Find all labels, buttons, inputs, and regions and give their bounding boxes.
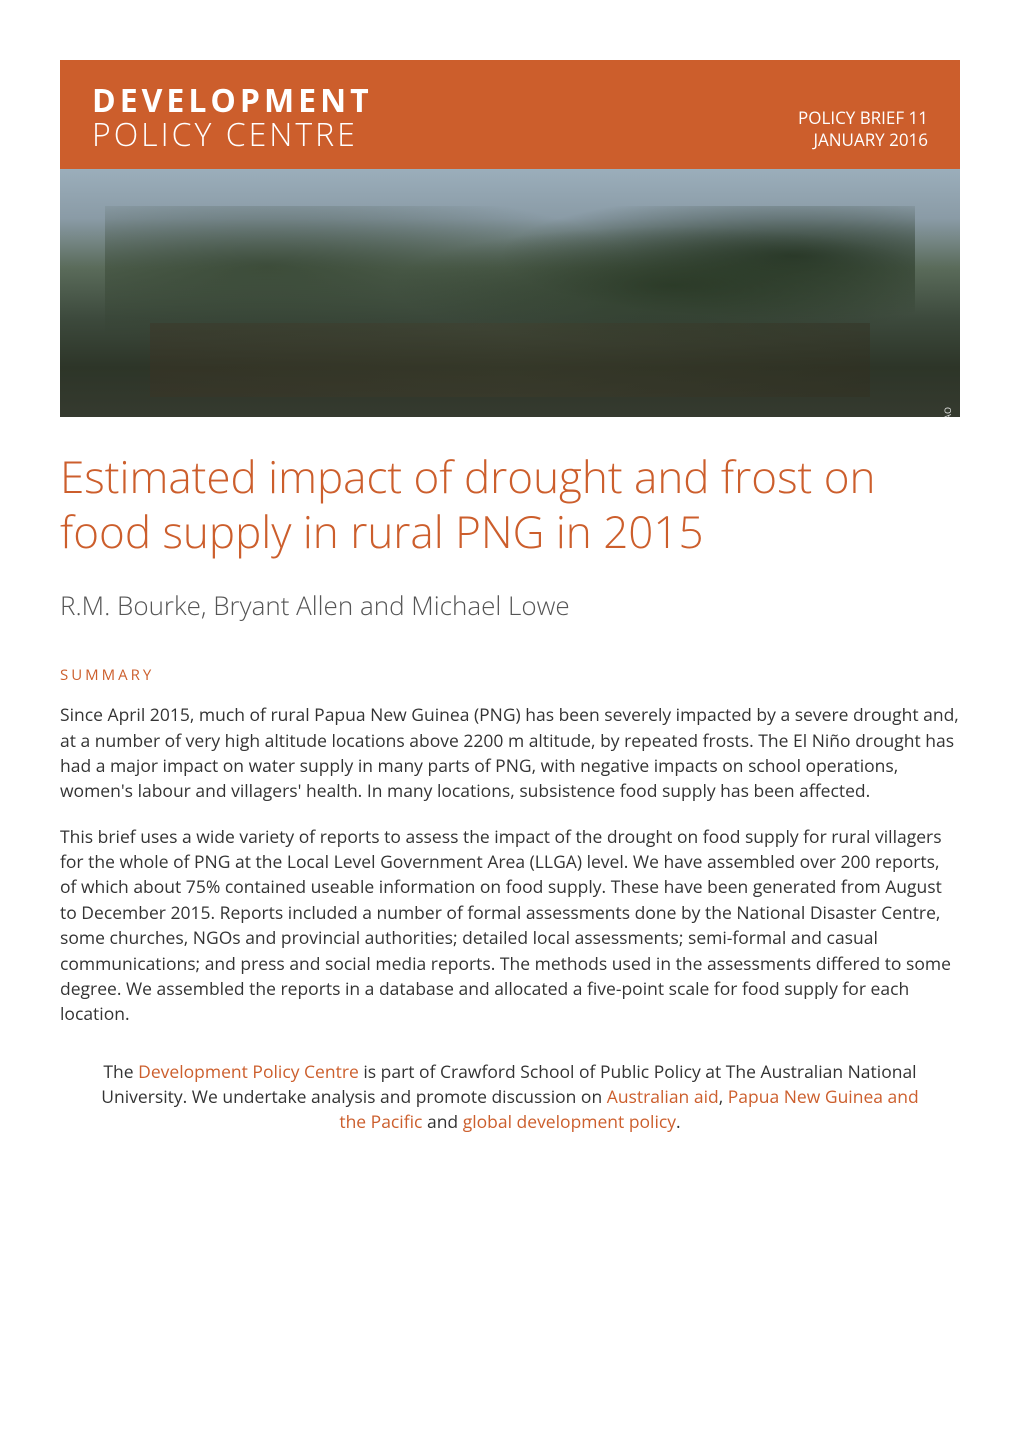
footer: The Development Policy Centre is part of…: [60, 1060, 960, 1136]
logo: DEVELOPMENT POLICY CENTRE: [92, 84, 373, 151]
footer-text-mid3: and: [422, 1110, 462, 1134]
page-container: DEVELOPMENT POLICY CENTRE POLICY BRIEF 1…: [0, 0, 1020, 1176]
footer-text-prefix: The: [103, 1060, 138, 1084]
footer-link-aid[interactable]: Australian aid: [607, 1085, 719, 1109]
footer-link-dpc[interactable]: Development Policy Centre: [138, 1060, 359, 1084]
brief-number: POLICY BRIEF 11: [798, 107, 928, 129]
summary-label: SUMMARY: [60, 665, 960, 685]
document-title: Estimated impact of drought and frost on…: [60, 449, 960, 559]
summary-paragraph-2: This brief uses a wide variety of report…: [60, 825, 960, 1028]
authors: R.M. Bourke, Bryant Allen and Michael Lo…: [60, 587, 960, 623]
footer-text-end: .: [676, 1110, 681, 1134]
header-banner: DEVELOPMENT POLICY CENTRE POLICY BRIEF 1…: [60, 60, 960, 169]
footer-text-mid2: ,: [719, 1085, 728, 1109]
hero-image: Source: FAO: [60, 169, 960, 417]
footer-link-global[interactable]: global development policy: [463, 1110, 676, 1134]
summary-paragraph-1: Since April 2015, much of rural Papua Ne…: [60, 703, 960, 805]
image-credit: Source: FAO: [941, 407, 954, 417]
logo-line2: POLICY CENTRE: [92, 118, 373, 152]
brief-date: JANUARY 2016: [798, 129, 928, 151]
brief-info: POLICY BRIEF 11 JANUARY 2016: [798, 107, 928, 151]
